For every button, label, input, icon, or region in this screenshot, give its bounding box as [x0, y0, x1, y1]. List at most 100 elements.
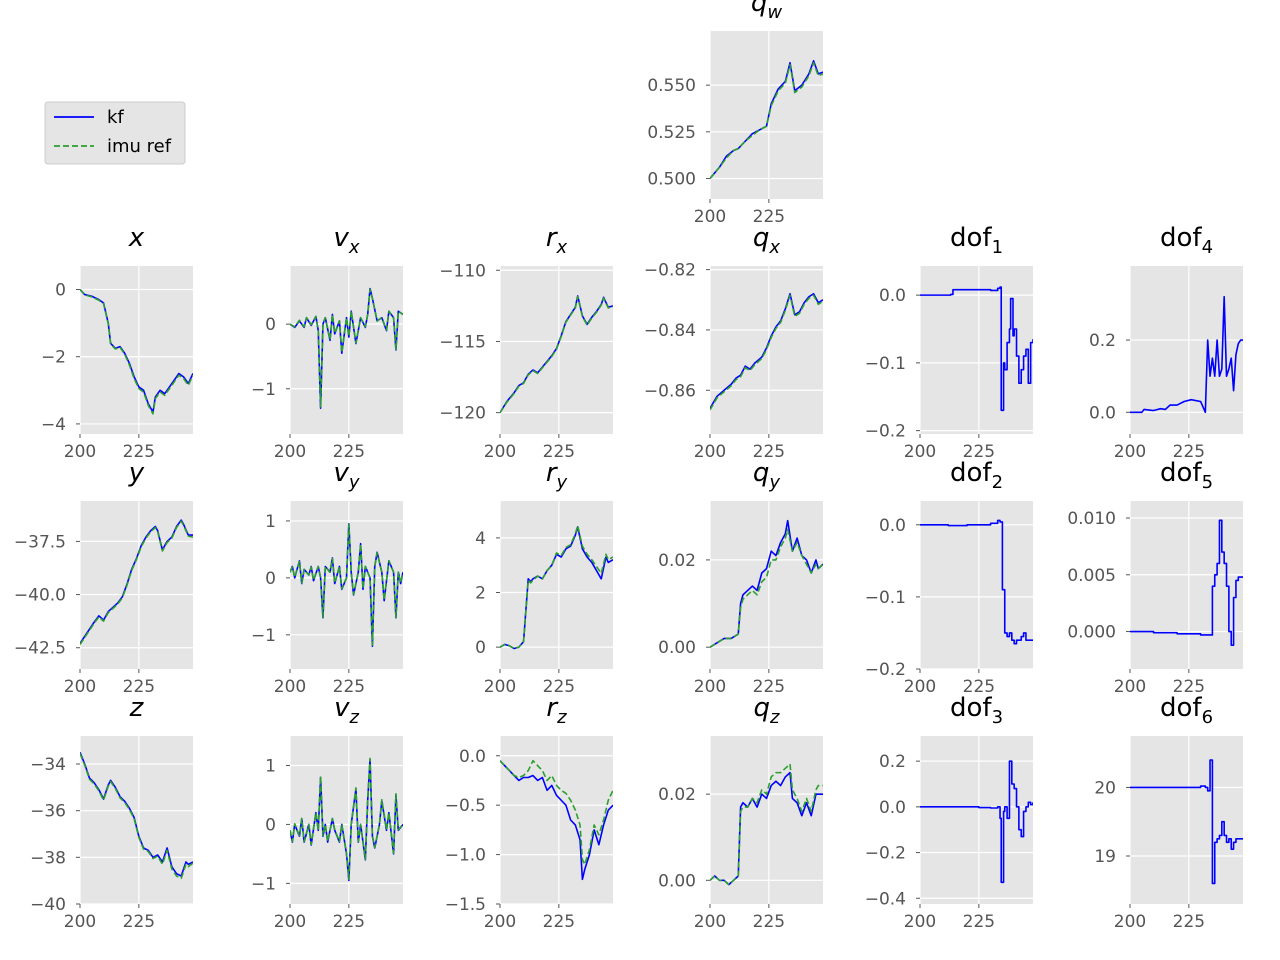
- x-tick-label: 200: [64, 442, 96, 462]
- x-tick-label: 200: [904, 442, 936, 462]
- series-line-imu-ref: [710, 763, 823, 886]
- subplot-title-y: y: [128, 458, 145, 488]
- series-line-kf: [1130, 295, 1243, 414]
- series-line-kf: [920, 286, 1033, 412]
- title-main: q: [753, 458, 770, 488]
- y-tick-label: −42.5: [14, 639, 66, 659]
- title-main: dof: [1160, 223, 1202, 253]
- legend: kf imu ref: [44, 101, 186, 165]
- x-tick-label: 225: [963, 677, 995, 697]
- y-tick-label: −4: [41, 415, 66, 435]
- plot-area-dof4: [1130, 266, 1243, 434]
- subplot-qx: 200 225 −0.86 −0.84 −0.82 qx: [644, 223, 823, 462]
- subplot-ry: 200 225 0 2 4 ry: [475, 458, 613, 697]
- title-main: r: [546, 693, 559, 723]
- plot-area-qy: [710, 501, 823, 669]
- subplot-dof5: 200 225 0.000 0.005 0.010 dof5: [1067, 458, 1243, 697]
- title-subscript: w: [767, 2, 782, 23]
- title-main: r: [546, 458, 559, 488]
- y-tick-label: 0.0: [459, 747, 486, 767]
- y-tick-label: 0.2: [879, 752, 906, 772]
- plot-area-rz: [500, 736, 613, 904]
- x-tick-label: 225: [543, 677, 575, 697]
- x-tick-label: 200: [694, 207, 726, 227]
- plot-area-qx: [710, 266, 823, 434]
- y-tick-label: 0.02: [658, 785, 696, 805]
- x-tick-label: 200: [274, 677, 306, 697]
- x-tick-label: 200: [904, 912, 936, 932]
- y-tick-label: −1: [251, 874, 276, 894]
- subplot-title-dof2: dof2: [950, 458, 1003, 493]
- y-tick-label: 0: [475, 638, 486, 658]
- subplot-title-vx: vx: [333, 223, 359, 258]
- x-tick-label: 225: [753, 677, 785, 697]
- plot-area-qz: [710, 736, 823, 904]
- title-main: dof: [1160, 458, 1202, 488]
- y-tick-label: 0.0: [879, 798, 906, 818]
- legend-label-kf: kf: [107, 107, 124, 128]
- title-subscript: x: [348, 237, 360, 258]
- x-tick-label: 225: [963, 912, 995, 932]
- title-main: dof: [950, 223, 992, 253]
- x-tick-label: 200: [64, 912, 96, 932]
- title-subscript: z: [556, 707, 567, 728]
- series-line-kf: [710, 771, 823, 886]
- y-tick-label: −34: [30, 755, 66, 775]
- subplot-title-dof5: dof5: [1160, 458, 1213, 493]
- series-line-imu-ref: [290, 757, 403, 881]
- x-tick-label: 200: [484, 442, 516, 462]
- subplot-title-vz: vz: [334, 693, 359, 728]
- series-line-imu-ref: [710, 528, 823, 648]
- title-subscript: z: [769, 707, 780, 728]
- y-tick-label: 0.005: [1067, 566, 1116, 586]
- y-tick-label: 0.0: [879, 516, 906, 536]
- y-tick-label: −115: [439, 332, 486, 352]
- y-tick-label: −0.86: [644, 381, 696, 401]
- series-line-kf: [500, 760, 613, 881]
- subplot-x: 200 225 −4 −2 0 x: [41, 223, 193, 462]
- subplot-qw: 200 225 0.500 0.525 0.550 qw: [647, 0, 823, 227]
- title-subscript: y: [768, 472, 780, 493]
- y-tick-label: 19: [1094, 847, 1116, 867]
- plot-area-x: [80, 266, 193, 434]
- y-tick-label: −38: [30, 848, 66, 868]
- subplot-rx: 200 225 −120 −115 −110 rx: [439, 223, 613, 462]
- y-tick-label: 0.550: [647, 76, 696, 96]
- subplot-title-qx: qx: [753, 223, 781, 258]
- series-line-imu-ref: [710, 294, 823, 411]
- y-tick-label: 0.00: [658, 871, 696, 891]
- subplot-qz: 200 225 0.00 0.02 qz: [658, 693, 823, 932]
- y-tick-label: 0.00: [658, 638, 696, 658]
- plot-area-ry: [500, 501, 613, 669]
- x-tick-label: 225: [333, 677, 365, 697]
- y-tick-label: 4: [475, 529, 486, 549]
- x-tick-label: 225: [753, 207, 785, 227]
- x-tick-label: 225: [753, 912, 785, 932]
- legend-label-imu-ref: imu ref: [107, 136, 172, 157]
- y-tick-label: 0.010: [1067, 509, 1116, 529]
- y-tick-label: −36: [30, 802, 66, 822]
- x-tick-label: 225: [963, 442, 995, 462]
- y-tick-label: −40.0: [14, 586, 66, 606]
- title-main: v: [333, 223, 349, 253]
- x-tick-label: 200: [484, 677, 516, 697]
- y-tick-label: −1.5: [445, 895, 486, 915]
- subplot-dof2: 200 225 −0.2 −0.1 0.0 dof2: [865, 458, 1033, 697]
- subplot-title-dof4: dof4: [1160, 223, 1213, 258]
- y-tick-label: −0.2: [865, 844, 906, 864]
- series-line-kf: [290, 287, 403, 409]
- title-main: dof: [950, 458, 992, 488]
- subplot-vz: 200 225 −1 0 1 vz: [251, 693, 403, 932]
- title-main: z: [129, 693, 145, 723]
- y-tick-label: 20: [1094, 778, 1116, 798]
- y-tick-label: 0: [265, 569, 276, 589]
- x-tick-label: 225: [543, 912, 575, 932]
- y-tick-label: −2: [41, 348, 66, 368]
- title-main: q: [754, 693, 771, 723]
- subplot-title-rz: rz: [546, 693, 567, 728]
- subplot-title-z: z: [129, 693, 145, 723]
- subplot-z: 200 225 −40 −38 −36 −34 z: [30, 693, 193, 932]
- y-tick-label: 1: [265, 756, 276, 776]
- x-tick-label: 200: [274, 912, 306, 932]
